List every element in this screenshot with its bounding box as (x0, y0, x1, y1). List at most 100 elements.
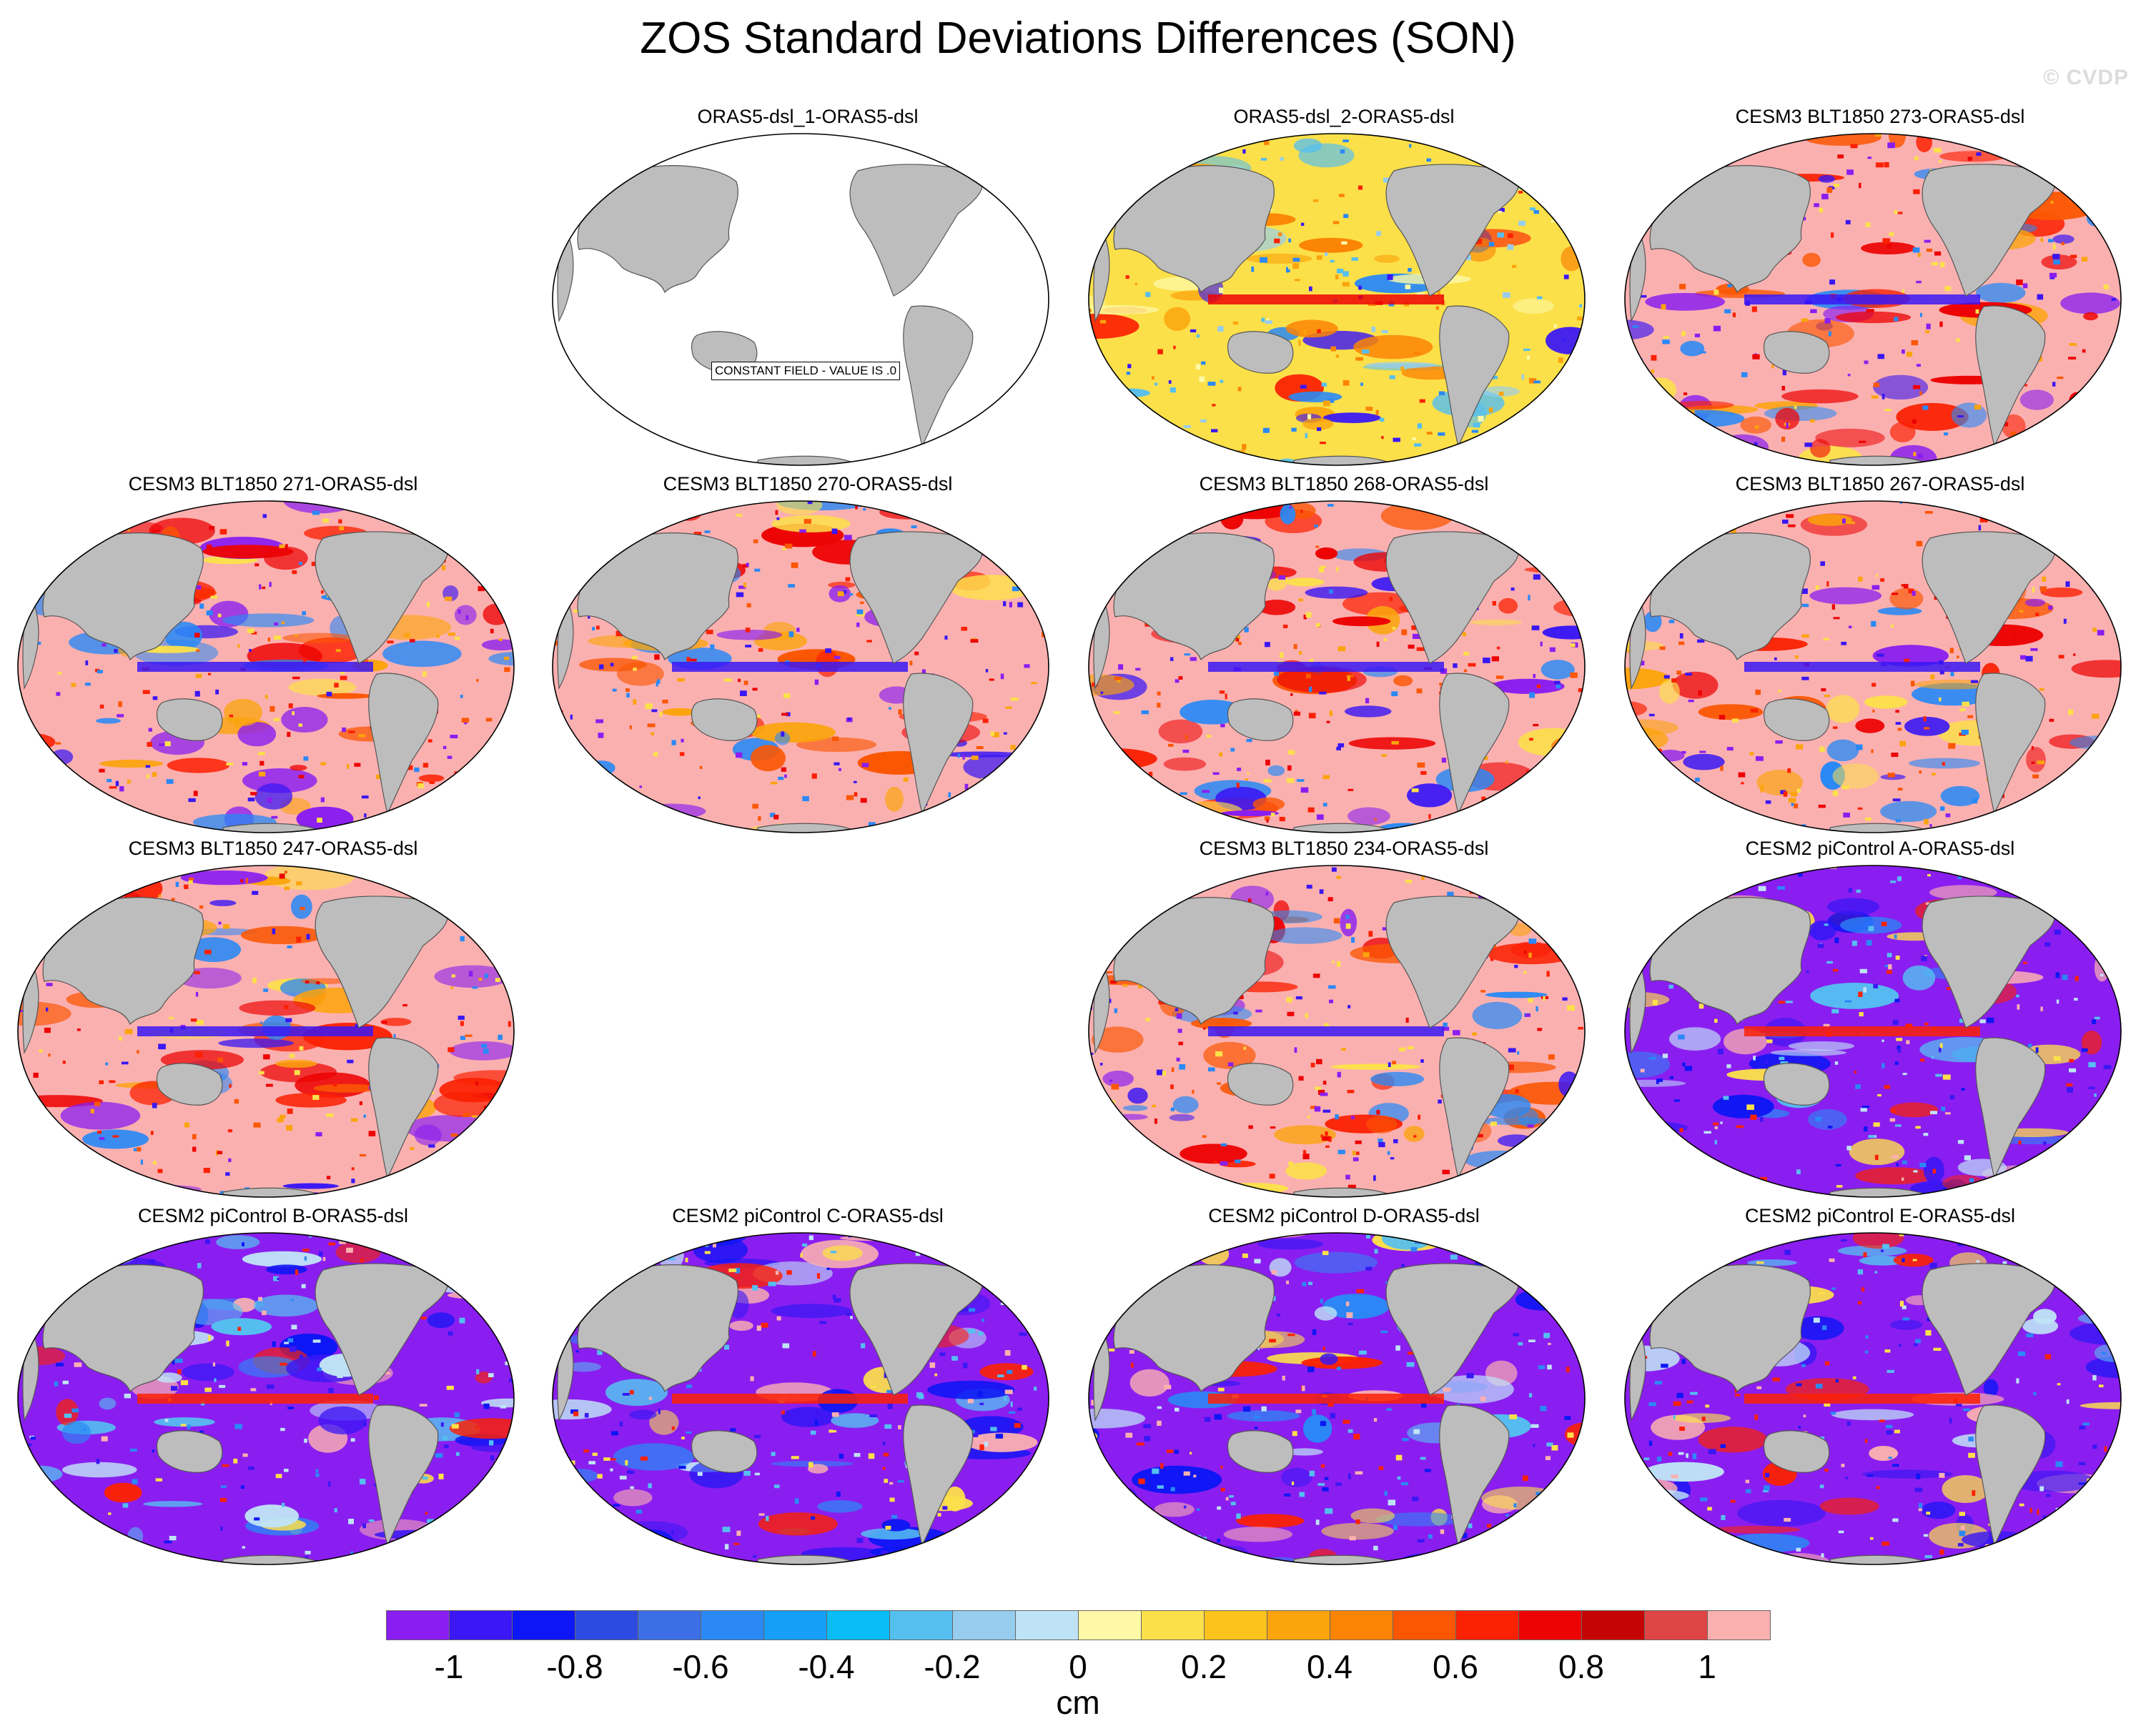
anomaly-speckle (647, 723, 656, 728)
anomaly-speckle (1111, 1268, 1114, 1272)
anomaly-speckle (1777, 886, 1785, 890)
anomaly-speckle (1109, 588, 1114, 595)
anomaly-blob (1625, 802, 1679, 830)
anomaly-speckle (1913, 1170, 1918, 1173)
anomaly-speckle (469, 778, 473, 783)
anomaly-speckle (1324, 1477, 1329, 1481)
anomaly-speckle (1788, 524, 1796, 527)
anomaly-speckle (1355, 1471, 1363, 1475)
anomaly-speckle (137, 1050, 139, 1054)
anomaly-speckle (643, 1247, 651, 1252)
anomaly-speckle (1332, 961, 1335, 963)
anomaly-speckle (2020, 655, 2026, 660)
anomaly-speckle (2042, 450, 2049, 455)
anomaly-speckle (507, 1311, 512, 1314)
anomaly-speckle (24, 1142, 31, 1148)
anomaly-speckle (498, 971, 506, 975)
anomaly-speckle (1292, 263, 1300, 269)
anomaly-speckle (1681, 331, 1686, 337)
anomaly-speckle (1203, 1027, 1206, 1030)
anomaly-speckle (267, 798, 273, 803)
anomaly-speckle (1693, 134, 1700, 137)
anomaly-speckle (803, 519, 811, 524)
anomaly-speckle (274, 635, 281, 640)
anomaly-speckle (1926, 1512, 1931, 1515)
anomaly-speckle (420, 1260, 425, 1264)
anomaly-speckle (1508, 233, 1513, 238)
anomaly-speckle (1957, 876, 1962, 880)
anomaly-speckle (1564, 1416, 1571, 1420)
anomaly-speckle (227, 1129, 232, 1133)
landmass-2 (1763, 1430, 1830, 1473)
anomaly-speckle (1646, 1271, 1651, 1276)
anomaly-speckle (1723, 1534, 1726, 1540)
anomaly-blob (1285, 577, 1325, 587)
anomaly-speckle (2049, 272, 2057, 278)
panel-title: CESM3 BLT1850 270-ORAS5-dsl (663, 473, 953, 495)
anomaly-speckle (1392, 1061, 1397, 1065)
anomaly-speckle (1957, 415, 1964, 417)
anomaly-blob (580, 513, 663, 521)
anomaly-speckle (1207, 874, 1214, 878)
anomaly-speckle (611, 525, 619, 530)
anomaly-speckle (511, 1131, 514, 1136)
anomaly-speckle (2035, 1047, 2039, 1053)
anomaly-blob (238, 1356, 300, 1378)
anomaly-speckle (1664, 185, 1672, 192)
anomaly-speckle (1373, 464, 1380, 465)
anomaly-speckle (1776, 1188, 1784, 1191)
anomaly-speckle (432, 523, 440, 528)
anomaly-blob (95, 1541, 139, 1556)
anomaly-speckle (1858, 991, 1863, 997)
panel-title: CESM2 piControl B-ORAS5-dsl (137, 1205, 409, 1226)
anomaly-speckle (909, 660, 913, 665)
anomaly-speckle (1095, 552, 1100, 555)
anomaly-speckle (260, 1021, 263, 1024)
anomaly-speckle (2107, 1339, 2115, 1344)
anomaly-speckle (1471, 1554, 1478, 1558)
anomaly-speckle (1305, 612, 1312, 617)
anomaly-speckle (1390, 1157, 1395, 1160)
anomaly-speckle (1320, 1464, 1325, 1468)
anomaly-speckle (114, 1493, 122, 1496)
anomaly-speckle (758, 648, 763, 652)
robinson-map (17, 500, 515, 833)
anomaly-speckle (2118, 1471, 2121, 1477)
anomaly-speckle (889, 827, 897, 833)
anomaly-speckle (458, 1016, 465, 1020)
anomaly-speckle (1721, 1514, 1726, 1520)
anomaly-speckle (1282, 625, 1288, 628)
anomaly-speckle (1578, 1447, 1581, 1453)
anomaly-speckle (1042, 555, 1046, 558)
anomaly-speckle (1824, 318, 1831, 324)
anomaly-speckle (1190, 1452, 1192, 1455)
anomaly-speckle (1092, 436, 1095, 440)
anomaly-speckle (53, 894, 60, 898)
anomaly-speckle (284, 1469, 289, 1472)
anomaly-speckle (142, 831, 147, 833)
anomaly-speckle (500, 1405, 507, 1409)
anomaly-speckle (898, 709, 902, 715)
anomaly-speckle (1438, 134, 1446, 137)
anomaly-speckle (460, 695, 463, 698)
anomaly-speckle (1383, 638, 1388, 642)
anomaly-speckle (1199, 376, 1205, 382)
anomaly-speckle (1660, 1293, 1668, 1299)
anomaly-speckle (1731, 504, 1738, 509)
anomaly-speckle (1325, 252, 1328, 256)
anomaly-speckle (1032, 749, 1039, 754)
anomaly-speckle (2070, 1292, 2072, 1298)
anomaly-speckle (1374, 1249, 1378, 1254)
anomaly-speckle (1329, 589, 1333, 594)
anomaly-speckle (445, 1258, 449, 1261)
anomaly-speckle (1127, 1166, 1133, 1171)
anomaly-speckle (961, 1553, 968, 1559)
anomaly-speckle (1907, 352, 1913, 357)
anomaly-speckle (20, 718, 26, 724)
anomaly-speckle (693, 532, 702, 536)
anomaly-speckle (1165, 798, 1173, 803)
anomaly-speckle (1265, 320, 1272, 324)
anomaly-speckle (1653, 823, 1661, 828)
anomaly-speckle (321, 590, 324, 594)
anomaly-speckle (99, 768, 105, 773)
